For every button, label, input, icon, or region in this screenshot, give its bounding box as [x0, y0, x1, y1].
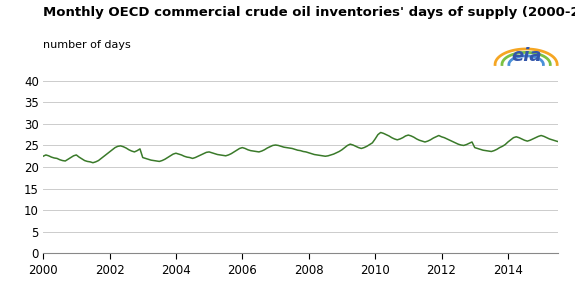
Text: Monthly OECD commercial crude oil inventories' days of supply (2000-2015): Monthly OECD commercial crude oil invent…: [43, 6, 575, 19]
Text: number of days: number of days: [43, 40, 131, 50]
Text: eia: eia: [511, 47, 542, 65]
